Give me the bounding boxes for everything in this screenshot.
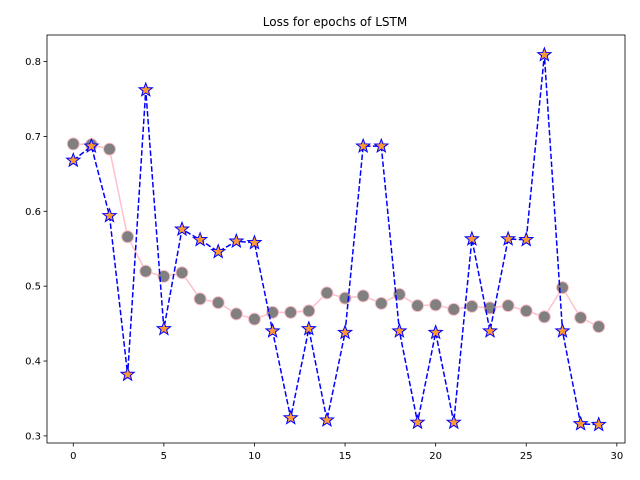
data-point [574,311,588,325]
data-point [391,322,408,338]
plot-frame [46,34,626,444]
x-tick-label: 0 [70,451,76,462]
data-point [192,231,209,247]
data-point [519,304,533,318]
x-tick-label: 5 [161,451,167,462]
data-point [572,415,589,431]
data-point [374,296,388,310]
x-tick-label: 30 [610,451,623,462]
data-point [320,286,334,300]
data-point [66,137,80,151]
data-point [65,151,82,168]
chart-title: Loss for epochs of LSTM [263,15,407,29]
data-point [465,299,479,313]
data-point [175,266,189,280]
data-point [211,296,225,310]
plot-marks [65,46,607,432]
y-tick-label: 0.3 [25,431,41,442]
x-tick-label: 10 [248,451,261,462]
data-point [411,299,425,313]
y-tick-label: 0.8 [25,57,41,68]
data-point [155,320,172,336]
data-point [318,411,335,428]
y-tick-label: 0.7 [25,132,41,143]
data-point [554,322,571,338]
data-point [337,324,354,340]
data-point [555,281,569,295]
y-tick-label: 0.4 [25,357,41,368]
data-point [536,46,553,62]
data-point [137,81,154,97]
data-point [229,307,243,321]
data-point [447,302,461,316]
data-point [173,220,191,237]
data-point [483,301,497,315]
data-point [501,299,515,313]
data-point [481,322,499,338]
y-axis: 0.3 0.4 0.5 0.6 0.7 0.8 [25,57,47,442]
data-point [427,324,444,340]
data-point [373,137,390,154]
data-point [228,232,245,249]
series-2 [65,46,607,432]
data-point [355,137,372,154]
data-point [518,231,535,247]
data-point [284,305,298,319]
data-point [500,230,517,246]
data-point [429,298,443,312]
data-point [356,289,370,303]
data-point [247,312,261,326]
data-point [83,137,100,154]
x-tick-label: 15 [339,451,352,462]
data-point [590,416,607,432]
x-tick-label: 25 [520,451,533,462]
data-point [193,292,207,306]
data-point [210,243,227,259]
data-point [121,230,135,244]
data-point [300,320,317,336]
data-point [537,310,551,324]
data-point [409,413,426,430]
data-point [246,234,263,250]
data-point [264,322,281,338]
data-point [592,320,606,334]
data-point [103,142,117,156]
data-point [463,230,480,246]
data-point [302,304,316,318]
y-tick-label: 0.5 [25,282,41,293]
data-point [282,409,299,425]
data-point [338,291,352,305]
data-point [119,366,136,382]
data-point [139,264,153,278]
data-point [445,413,462,430]
x-axis: 0 5 10 15 20 25 30 [70,443,623,462]
data-point [101,207,118,223]
x-tick-label: 20 [429,451,442,462]
y-tick-label: 0.6 [25,207,41,218]
